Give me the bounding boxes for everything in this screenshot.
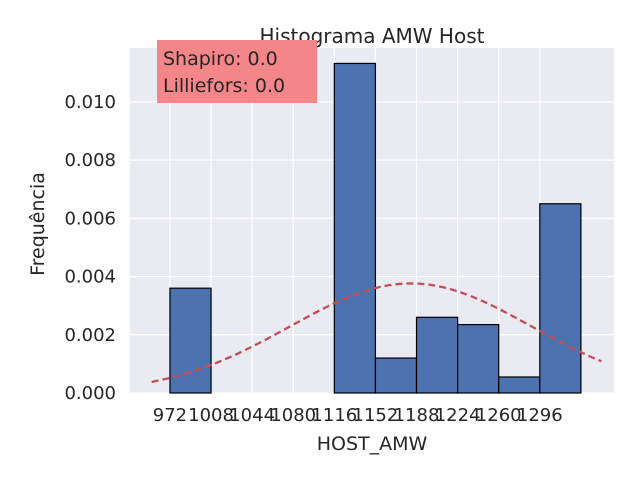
shapiro-text: Shapiro: 0.0 <box>163 48 278 70</box>
histogram-bars <box>169 62 582 394</box>
histogram-bar <box>457 323 500 394</box>
x-tick-label: 1224 <box>435 405 481 426</box>
y-axis-ticks: 0.000 0.002 0.004 0.006 0.008 0.010 <box>64 92 116 404</box>
x-tick-label: 972 <box>153 405 187 426</box>
x-tick-label: 1008 <box>188 405 234 426</box>
lilliefors-text: Lilliefors: 0.0 <box>163 75 285 97</box>
x-tick-label: 1152 <box>353 405 399 426</box>
x-tick-label: 1188 <box>394 405 440 426</box>
histogram-bar <box>374 357 418 394</box>
y-tick-label: 0.002 <box>64 325 116 346</box>
histogram-bar <box>539 203 582 394</box>
y-tick-label: 0.010 <box>64 92 116 113</box>
histogram-bar <box>333 62 377 394</box>
normality-test-annotation: Shapiro: 0.0 Lilliefors: 0.0 <box>157 40 317 103</box>
y-axis-label: Frequência <box>27 172 49 276</box>
y-tick-label: 0.004 <box>64 267 116 288</box>
y-tick-label: 0.000 <box>64 383 116 404</box>
annotation-box <box>157 40 317 103</box>
x-axis-label: HOST_AMW <box>317 433 428 455</box>
histogram-bar <box>498 376 541 394</box>
x-tick-label: 1116 <box>311 405 357 426</box>
y-tick-label: 0.006 <box>64 208 116 229</box>
x-tick-label: 1260 <box>476 405 522 426</box>
x-tick-label: 1044 <box>229 405 275 426</box>
y-tick-label: 0.008 <box>64 150 116 171</box>
x-tick-label: 1080 <box>270 405 316 426</box>
x-tick-label: 1296 <box>517 405 563 426</box>
normal-distribution-curve <box>151 282 602 384</box>
histogram-bar <box>415 316 459 394</box>
